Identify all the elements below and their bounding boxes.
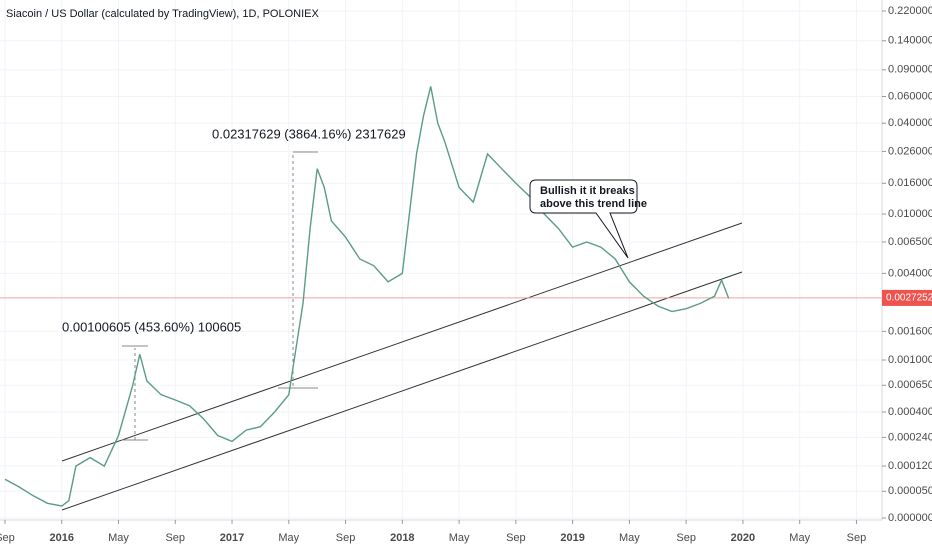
axes: 0.22000000 0.14000000 0.09000000 0.06000000… [0,5,932,544]
y-tick-label: 0.22000000 [888,5,932,17]
callout [529,179,638,259]
y-tick-label: 0.01600000 [888,177,932,189]
y-tick-label: 0.09000000 [888,64,932,76]
trend-line-lower [61,271,743,511]
x-tick-label: Sep [336,532,356,544]
y-tick-label: 0.00024000 [888,431,932,443]
x-tick-label: May [449,532,470,544]
y-tick-label: 0.00650000 [888,236,932,248]
y-tick-label: 0.00000000 [888,512,932,524]
y-tick-label: 0.00005000 [888,485,932,497]
measure-tool [122,151,318,441]
y-tick-label: 0.06000000 [888,90,932,102]
x-tick-label: May [278,532,299,544]
x-tick-label: 2017 [220,532,244,544]
x-tick-label: 2020 [731,532,755,544]
x-tick-label: 2019 [560,532,584,544]
x-tick-label: May [789,532,810,544]
x-tick-label: Sep [847,532,867,544]
y-tick-label: 0.00065000 [888,379,932,391]
x-tick-label: Sep [506,532,526,544]
y-tick-label: 0.00012000 [888,460,932,472]
chart-title: Siacoin / US Dollar (calculated by Tradi… [6,8,319,20]
y-tick-label: 0.01000000 [888,208,932,220]
x-tick-label: Sep [676,532,696,544]
trend-line-upper [61,222,743,462]
x-tick-label: Sep [165,532,185,544]
y-tick-label: 0.00400000 [888,267,932,279]
x-tick-label: May [108,532,129,544]
y-tick-label: 0.04000000 [888,117,932,129]
callout-text: above this trend line [540,198,647,210]
x-tick-label: Sep [0,532,15,544]
y-tick-label: 0.00160000 [888,325,932,337]
last-price-label: 0.00272523 [886,293,932,304]
y-tick-label: 0.14000000 [888,35,932,47]
measure-label: 0.02317629 (3864.16%) 2317629 [212,126,406,141]
measure-label: 0.00100605 (453.60%) 100605 [62,319,241,334]
grid [0,0,882,520]
callout-text: Bullish it it breaks [540,185,635,197]
y-tick-label: 0.00040000 [888,406,932,418]
last-price-badge [882,289,932,306]
x-tick-label: May [619,532,640,544]
y-tick-label: 0.02600000 [888,145,932,157]
price-line [4,86,730,507]
plot [0,86,882,507]
x-tick-label: 2018 [390,532,414,544]
y-tick-label: 0.00100000 [888,354,932,366]
x-tick-label: 2016 [49,532,73,544]
